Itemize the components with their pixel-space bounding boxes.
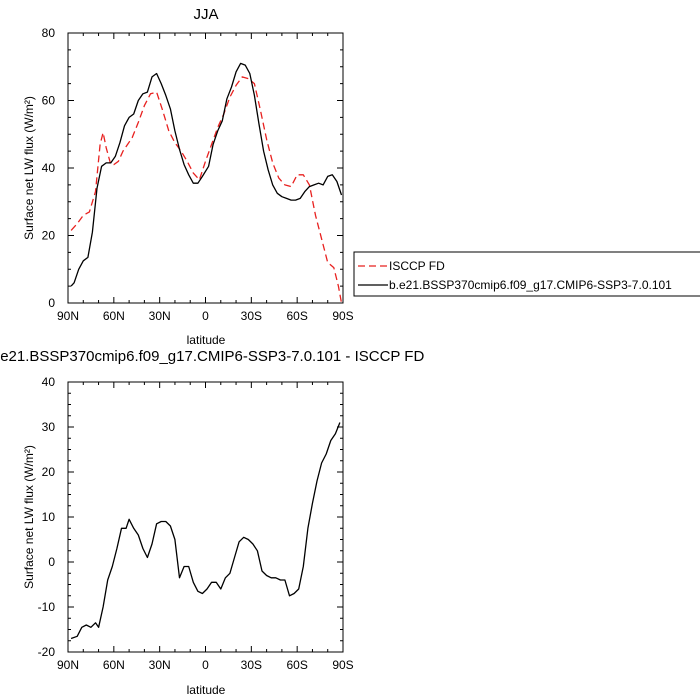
series-line-difference [70,422,341,640]
x-tick-label: 60S [286,658,307,672]
bottom-panel-y-axis-label: Surface net LW flux (W/m²) [22,445,36,589]
series-line-model [70,62,343,287]
y-tick-label: 80 [42,26,56,40]
top-panel-series [70,62,343,304]
x-tick-label: 60N [103,309,125,323]
top-panel-x-axis-label: latitude [187,333,226,347]
x-tick-label: 90N [57,309,79,323]
x-tick-label: 90S [332,309,353,323]
bottom-panel-title: b.e21.BSSP370cmip6.f09_g17.CMIP6-SSP3-7.… [0,348,424,365]
y-tick-label: 30 [42,420,56,434]
x-tick-label: 60S [286,309,307,323]
x-tick-label: 90S [332,658,353,672]
y-tick-label: -10 [38,600,56,614]
y-tick-label: 0 [48,555,55,569]
x-tick-label: 30S [241,309,262,323]
x-tick-label: 30N [149,309,171,323]
y-tick-label: 10 [42,510,56,524]
top-panel: JJA 90N 60N 30N 0 30S 60S 90S 0 20 40 60 80 latitud… [22,6,354,347]
y-tick-label: 0 [48,296,55,310]
y-tick-label: 60 [42,94,56,108]
legend-box [353,251,700,297]
x-tick-label: 60N [103,658,125,672]
top-panel-ticks: 90N 60N 30N 0 30S 60S 90S 0 20 40 60 80 [42,26,354,323]
x-tick-label: 90N [57,658,79,672]
bottom-panel-ticks: 90N 60N 30N 0 30S 60S 90S -20 -10 0 10 20 30 40 [38,375,354,672]
y-tick-label: 40 [42,161,56,175]
bottom-panel-x-axis-label: latitude [187,683,226,697]
y-tick-label: -20 [38,645,56,659]
x-tick-label: 0 [202,309,209,323]
y-tick-label: 20 [42,229,56,243]
series-line-isccp [70,76,343,304]
top-panel-y-axis-label: Surface net LW flux (W/m²) [22,96,36,240]
y-tick-label: 40 [42,375,56,389]
bottom-panel-series [70,422,341,640]
bottom-panel-frame [67,381,344,653]
x-tick-label: 0 [202,658,209,672]
legend: ISCCP FD b.e21.BSSP370cmip6.f09_g17.CMIP… [353,251,700,297]
legend-label-model: b.e21.BSSP370cmip6.f09_g17.CMIP6-SSP3-7.… [389,278,672,292]
y-tick-label: 20 [42,465,56,479]
x-tick-label: 30S [241,658,262,672]
x-tick-label: 30N [149,658,171,672]
top-panel-title: JJA [193,6,218,23]
bottom-panel: b.e21.BSSP370cmip6.f09_g17.CMIP6-SSP3-7.… [0,348,424,697]
top-panel-frame [67,32,344,304]
legend-label-isccp: ISCCP FD [389,259,445,273]
